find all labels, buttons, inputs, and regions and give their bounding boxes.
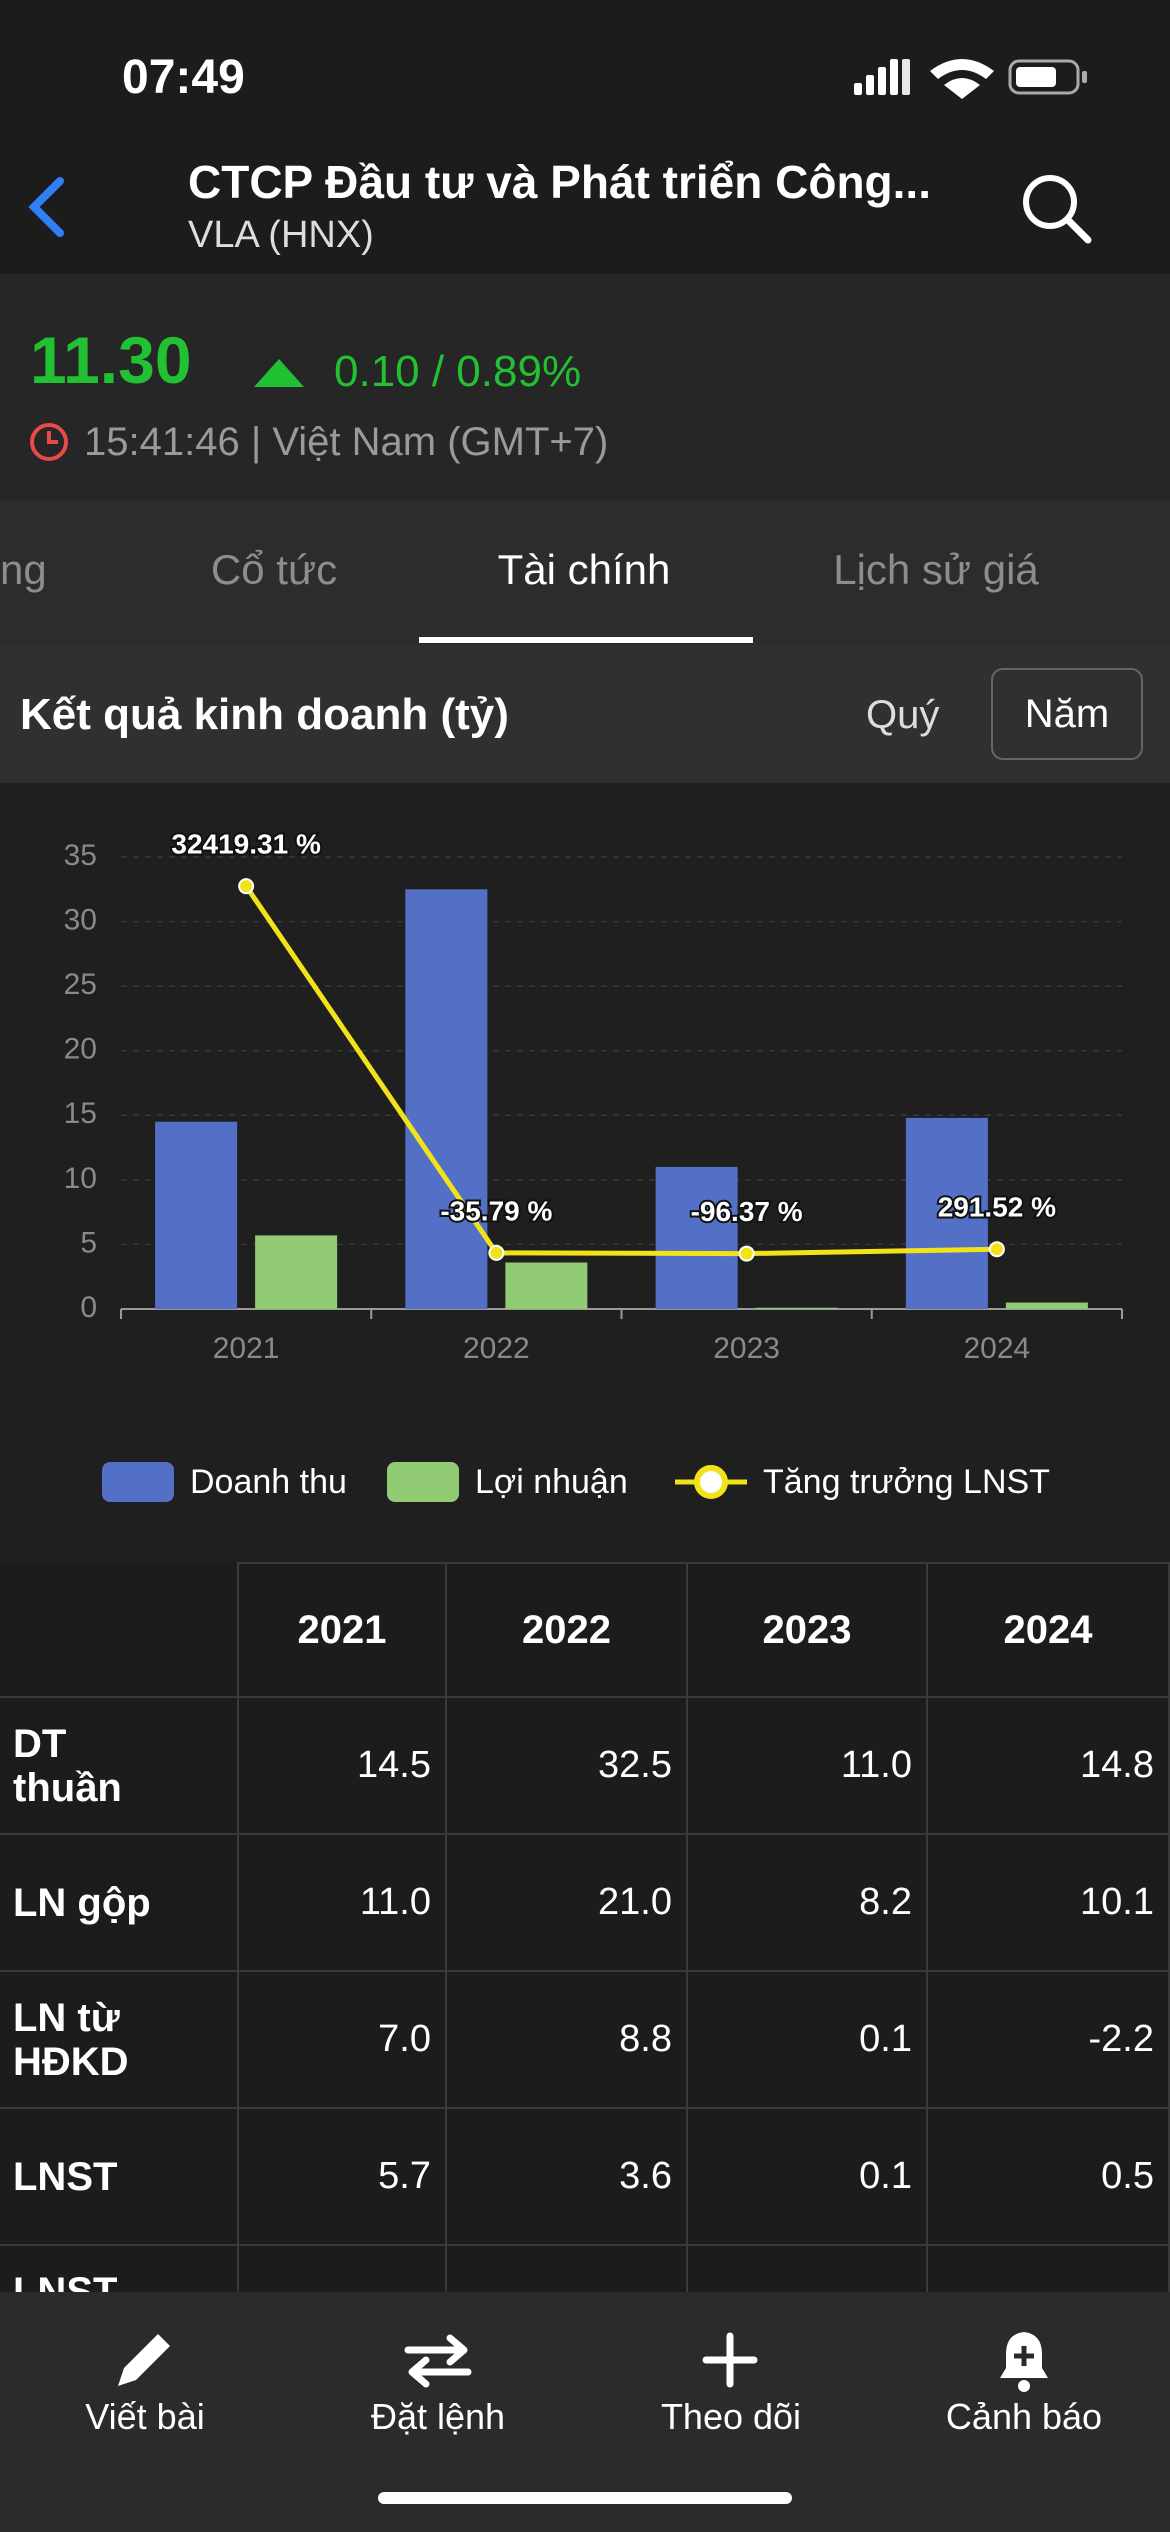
line-point xyxy=(738,1245,755,1262)
table-cell: 14.5 xyxy=(239,1698,447,1835)
up-arrow xyxy=(254,359,304,387)
table-cell: 8.2 xyxy=(688,1835,928,1972)
table-header: 2022 xyxy=(447,1562,688,1698)
legend-swatch xyxy=(387,1462,459,1502)
header-title: CTCP Đầu tư và Phát triển Công... xyxy=(188,156,931,208)
table-cell: 11.0 xyxy=(239,1835,447,1972)
legend-label: Tăng trưởng LNST xyxy=(763,1463,1050,1501)
table-cell: -2.2 xyxy=(928,1972,1170,2109)
table-header: 2024 xyxy=(928,1562,1170,1698)
status-time: 07:49 xyxy=(122,51,245,104)
x-tick-label: 2021 xyxy=(213,1332,280,1365)
row-label: DT thuần xyxy=(0,1698,239,1835)
tab-bar xyxy=(0,500,1170,645)
status-icons xyxy=(854,59,1087,99)
table-cell: 0.1 xyxy=(688,2109,928,2246)
nav-item[interactable]: Viết bài xyxy=(85,2396,205,2437)
line-point xyxy=(488,1244,505,1261)
table-cell: 11.0 xyxy=(688,1698,928,1835)
data-label: -96.37 % xyxy=(691,1196,803,1227)
section-title: Kết quả kinh doanh (tỷ) xyxy=(20,690,509,739)
financial-table: 2021 2022 2023 2024 DT thuần 14.5 32.5 11.0 14.8… xyxy=(0,1562,1170,2383)
table-cell: 7.0 xyxy=(239,1972,447,2109)
row-label: LNST xyxy=(0,2109,239,2246)
row-label: LN gộp xyxy=(0,1835,239,1972)
quote-time: 15:41:46 | Việt Nam (GMT+7) xyxy=(84,420,609,464)
period-option[interactable]: Quý xyxy=(866,693,940,737)
table-header: 2021 xyxy=(239,1562,447,1698)
search-button[interactable] xyxy=(1020,172,1095,247)
bar xyxy=(155,1121,238,1309)
y-tick-label: 15 xyxy=(64,1097,97,1130)
table-cell xyxy=(0,1562,239,1698)
y-tick-label: 10 xyxy=(64,1162,97,1195)
nav-item[interactable]: Theo dõi xyxy=(660,2396,802,2437)
table-cell: 32.5 xyxy=(447,1698,688,1835)
period-option[interactable]: Năm xyxy=(991,668,1143,760)
section-header xyxy=(0,645,1170,783)
y-tick-label: 35 xyxy=(64,839,97,872)
table-cell: 10.1 xyxy=(928,1835,1170,1972)
line-point xyxy=(238,878,255,895)
x-tick-label: 2024 xyxy=(964,1332,1031,1365)
x-tick-label: 2023 xyxy=(713,1332,780,1365)
bar xyxy=(655,1166,738,1309)
y-tick-label: 0 xyxy=(80,1291,97,1324)
tab[interactable]: ng xyxy=(0,546,47,593)
table-cell: 14.8 xyxy=(928,1698,1170,1835)
back-button[interactable] xyxy=(24,175,69,240)
bar xyxy=(255,1235,338,1309)
line xyxy=(244,884,997,1257)
nav-icons xyxy=(118,2332,1048,2392)
bar xyxy=(905,1117,988,1309)
tab[interactable]: Lịch sử giá xyxy=(833,546,1039,593)
tab[interactable]: Tài chính xyxy=(497,546,671,593)
table-cell: 5.7 xyxy=(239,2109,447,2246)
x-tick-label: 2022 xyxy=(463,1332,530,1365)
price-change: 0.10 / 0.89% xyxy=(334,347,582,396)
data-label: 291.52 % xyxy=(938,1192,1056,1223)
nav-item[interactable]: Đặt lệnh xyxy=(370,2396,506,2437)
bar xyxy=(505,1262,588,1309)
bar xyxy=(1005,1302,1088,1309)
table-cell: 0.1 xyxy=(688,1972,928,2109)
y-tick-label: 25 xyxy=(64,968,97,1001)
bar xyxy=(405,889,488,1309)
clock-icon xyxy=(30,423,68,461)
table-cell: 21.0 xyxy=(447,1835,688,1972)
y-tick-label: 30 xyxy=(64,903,97,936)
header-subtitle: VLA (HNX) xyxy=(188,214,374,256)
line-point xyxy=(988,1241,1005,1258)
home-indicator xyxy=(378,2492,792,2504)
table-cell: 3.6 xyxy=(447,2109,688,2246)
legend-label: Doanh thu xyxy=(190,1463,347,1501)
bar xyxy=(755,1307,838,1309)
table-cell: 8.8 xyxy=(447,1972,688,2109)
legend-swatch xyxy=(694,1465,728,1499)
table-cell: 0.5 xyxy=(928,2109,1170,2246)
data-label: -35.79 % xyxy=(440,1195,552,1226)
y-tick-label: 5 xyxy=(80,1226,97,1259)
legend-swatch xyxy=(102,1462,174,1502)
tab[interactable]: Cổ tức xyxy=(210,546,338,593)
chart: 0 5 10 15 20 25 30 35 2021 2022 2023 2024 32419.31 %… xyxy=(0,783,1170,1562)
price: 11.30 xyxy=(30,323,192,397)
table-header: 2023 xyxy=(688,1562,928,1698)
y-tick-label: 20 xyxy=(64,1033,97,1066)
row-label: LN từ HĐKD xyxy=(0,1972,239,2109)
legend-label: Lợi nhuận xyxy=(475,1463,628,1501)
data-label: 32419.31 % xyxy=(171,829,321,860)
quote-panel xyxy=(0,274,1170,500)
tab-underline xyxy=(419,637,753,643)
nav-item[interactable]: Cảnh báo xyxy=(945,2396,1103,2437)
